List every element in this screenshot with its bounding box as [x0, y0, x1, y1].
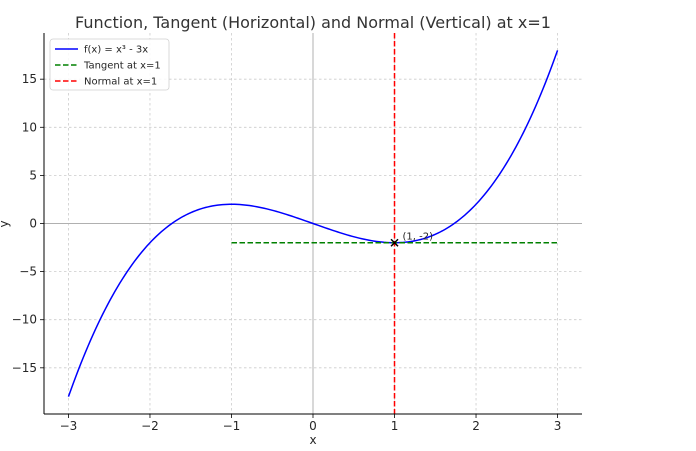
y-tick-label-5: 10 — [22, 120, 37, 134]
x-tick-label-6: 3 — [554, 419, 562, 433]
y-tick-label-2: −5 — [19, 265, 37, 279]
legend-label-2: Normal at x=1 — [84, 77, 157, 88]
legend-label-0: f(x) = x³ - 3x — [84, 45, 148, 56]
y-tick-label-3: 0 — [29, 217, 37, 231]
x-tick-label-0: −3 — [60, 419, 78, 433]
y-axis-title: y — [0, 220, 11, 227]
y-tick-label-4: 5 — [29, 168, 37, 182]
series-function-curve — [67, 50, 559, 397]
legend-label-1: Tangent at x=1 — [83, 61, 161, 72]
point-marker-x — [390, 238, 399, 247]
x-tick-label-4: 1 — [391, 419, 399, 433]
point-annotation: (1, -2) — [403, 232, 434, 243]
legend-box — [49, 38, 170, 91]
legend: f(x) = x³ - 3x Tangent at x=1 Normal at x=… — [49, 38, 170, 91]
x-tick-label-2: −1 — [223, 419, 241, 433]
x-tick-label-1: −2 — [141, 419, 159, 433]
point-markers: (1, -2) — [390, 232, 434, 247]
x-tick-label-3: 0 — [309, 419, 317, 433]
y-tick-label-1: −10 — [12, 313, 37, 327]
y-tick-label-6: 15 — [22, 72, 37, 86]
y-tick-label-0: −15 — [12, 361, 37, 375]
chart-title: Function, Tangent (Horizontal) and Norma… — [75, 13, 551, 32]
x-tick-label-5: 2 — [472, 419, 480, 433]
x-axis-title: x — [309, 433, 316, 447]
point-marker-stroke-2 — [390, 238, 399, 247]
